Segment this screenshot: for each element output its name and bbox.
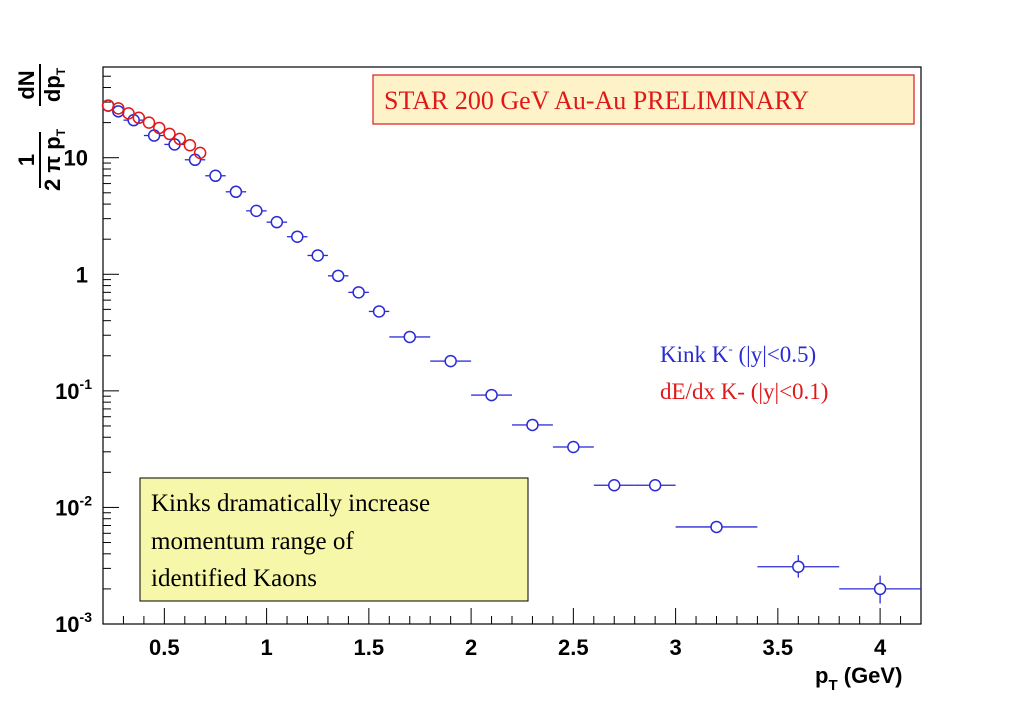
data-point-dedx — [183, 138, 197, 152]
title-box: STAR 200 GeV Au-Au PRELIMINARY — [372, 74, 915, 125]
data-point-kink — [348, 286, 369, 299]
x-tick-label: 2.5 — [558, 635, 589, 660]
data-point-kink — [389, 330, 431, 344]
annotation-box: Kinks dramatically increase momentum ran… — [139, 477, 529, 602]
y-axis-title: 1 2 π pT dN dpT — [14, 64, 68, 191]
data-point-kink — [552, 440, 594, 454]
data-point-dedx — [163, 127, 176, 141]
y-tick-label: 10 — [64, 146, 88, 171]
x-tick-label: 1 — [260, 635, 272, 660]
annotation-line-1: Kinks dramatically increase — [151, 490, 430, 517]
data-point-kink — [205, 169, 226, 183]
data-point-kink — [327, 269, 349, 283]
chart-title: STAR 200 GeV Au-Au PRELIMINARY — [384, 86, 809, 115]
legend: Kink K- (|y|<0.5) dE/dx K- (|y|<0.1) — [660, 341, 828, 404]
x-tick-labels: 0.5 1 1.5 2 2.5 3 3.5 4 — [149, 635, 887, 660]
series-dedx — [101, 99, 207, 160]
data-point-kink — [675, 520, 758, 534]
data-point-kink — [225, 185, 247, 199]
y-tick-label: 10-1 — [55, 376, 92, 404]
series-kink — [101, 99, 921, 604]
y-tick-labels: 10 1 10-1 10-2 10-3 — [55, 146, 92, 637]
svg-text:1: 1 — [14, 154, 39, 166]
data-point-dedx — [193, 146, 207, 160]
x-tick-label: 3 — [669, 635, 681, 660]
y-tick-label: 10-3 — [55, 609, 92, 637]
svg-text:2 π pT: 2 π pT — [40, 128, 68, 191]
data-point-dedx — [152, 121, 166, 135]
data-point-kink — [143, 129, 165, 142]
legend-kink: Kink K- (|y|<0.5) — [660, 341, 816, 367]
x-tick-label: 0.5 — [149, 635, 180, 660]
x-tick-label: 2 — [465, 635, 477, 660]
data-point-kink — [307, 249, 328, 262]
data-point-kink — [512, 418, 553, 432]
x-tick-label: 1.5 — [354, 635, 385, 660]
data-point-dedx — [132, 111, 146, 125]
data-point-kink — [430, 354, 472, 368]
data-point-dedx — [122, 107, 135, 120]
data-point-kink — [246, 204, 267, 218]
annotation-line-3: identified Kaons — [151, 565, 317, 592]
data-point-kink — [634, 478, 676, 492]
data-point-kink — [471, 388, 512, 402]
y-tick-label: 1 — [76, 262, 88, 287]
y-tick-label: 10-2 — [55, 492, 92, 520]
svg-text:dN: dN — [14, 70, 39, 99]
data-point-dedx — [112, 102, 125, 115]
data-point-kink — [593, 478, 635, 492]
data-point-kink — [839, 575, 921, 604]
data-point-kink — [757, 555, 840, 578]
annotation-line-2: momentum range of — [151, 528, 354, 555]
svg-text:dpT: dpT — [40, 67, 68, 102]
axis-ticks — [102, 66, 922, 625]
x-tick-label: 4 — [874, 635, 887, 660]
data-point-kink — [266, 215, 288, 229]
data-point-kink — [368, 305, 390, 318]
data-point-dedx — [142, 116, 156, 129]
x-tick-label: 3.5 — [763, 635, 794, 660]
data-point-dedx — [173, 132, 186, 146]
legend-dedx: dE/dx K- (|y|<0.1) — [660, 379, 828, 404]
x-axis-title: pT (GeV) — [815, 663, 902, 694]
data-point-kink — [287, 230, 308, 243]
